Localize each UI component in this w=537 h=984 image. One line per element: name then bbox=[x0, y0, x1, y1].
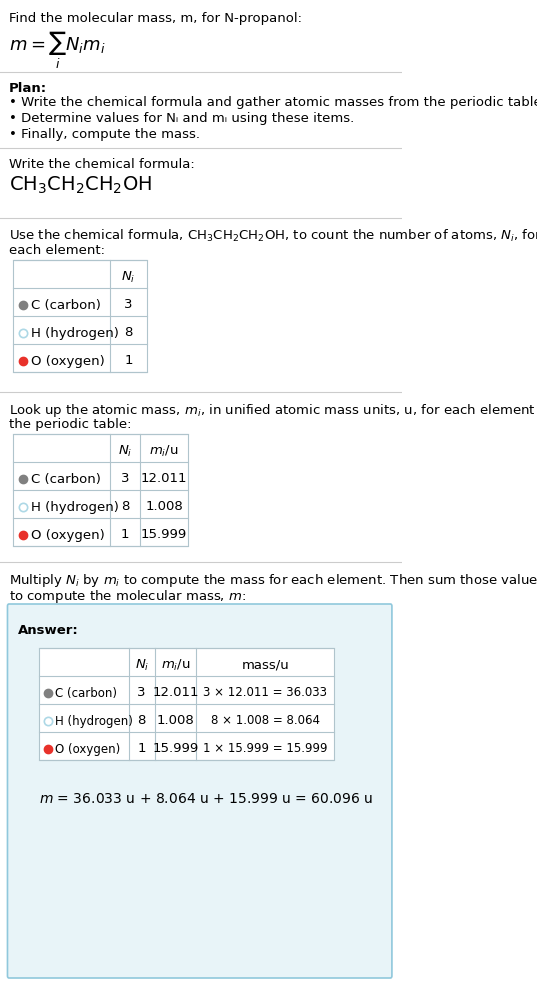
Text: H (hydrogen): H (hydrogen) bbox=[31, 501, 119, 514]
Text: 1: 1 bbox=[125, 354, 133, 367]
Text: $N_i$: $N_i$ bbox=[118, 444, 132, 459]
Text: $m_i$/u: $m_i$/u bbox=[161, 657, 190, 672]
Text: O (oxygen): O (oxygen) bbox=[31, 354, 104, 367]
Text: Find the molecular mass, m, for N-propanol:: Find the molecular mass, m, for N-propan… bbox=[9, 12, 302, 25]
Text: 15.999: 15.999 bbox=[141, 528, 187, 541]
Text: 12.011: 12.011 bbox=[141, 472, 187, 485]
Text: $m = \sum_i N_i m_i$: $m = \sum_i N_i m_i$ bbox=[9, 30, 105, 71]
Text: 15.999: 15.999 bbox=[153, 743, 199, 756]
Bar bbox=[13, 434, 188, 546]
Text: $\mathregular{CH_3CH_2CH_2OH}$: $\mathregular{CH_3CH_2CH_2OH}$ bbox=[9, 175, 152, 196]
Text: $m_i$/u: $m_i$/u bbox=[149, 444, 179, 459]
Text: 12.011: 12.011 bbox=[152, 687, 199, 700]
Text: • Write the chemical formula and gather atomic masses from the periodic table.: • Write the chemical formula and gather … bbox=[9, 96, 537, 109]
Text: H (hydrogen): H (hydrogen) bbox=[55, 714, 133, 727]
Text: 8 × 1.008 = 8.064: 8 × 1.008 = 8.064 bbox=[211, 714, 320, 727]
Text: • Determine values for Nᵢ and mᵢ using these items.: • Determine values for Nᵢ and mᵢ using t… bbox=[9, 112, 354, 125]
Text: Use the chemical formula, $\mathregular{CH_3CH_2CH_2OH}$, to count the number of: Use the chemical formula, $\mathregular{… bbox=[9, 228, 537, 244]
Text: Plan:: Plan: bbox=[9, 82, 47, 95]
Text: 1.008: 1.008 bbox=[146, 501, 183, 514]
Text: H (hydrogen): H (hydrogen) bbox=[31, 327, 119, 339]
Text: Look up the atomic mass, $m_i$, in unified atomic mass units, u, for each elemen: Look up the atomic mass, $m_i$, in unifi… bbox=[9, 402, 537, 419]
Text: Multiply $N_i$ by $m_i$ to compute the mass for each element. Then sum those val: Multiply $N_i$ by $m_i$ to compute the m… bbox=[9, 572, 537, 589]
Text: to compute the molecular mass, $m$:: to compute the molecular mass, $m$: bbox=[9, 588, 246, 605]
Text: each element:: each element: bbox=[9, 244, 105, 257]
Text: $N_i$: $N_i$ bbox=[134, 657, 149, 672]
Bar bbox=[13, 260, 147, 372]
Text: 8: 8 bbox=[137, 714, 146, 727]
Text: O (oxygen): O (oxygen) bbox=[55, 743, 121, 756]
Text: $N_i$: $N_i$ bbox=[121, 270, 136, 284]
Text: 3: 3 bbox=[121, 472, 129, 485]
Text: C (carbon): C (carbon) bbox=[31, 472, 100, 485]
Text: 3: 3 bbox=[125, 298, 133, 312]
FancyBboxPatch shape bbox=[8, 604, 392, 978]
Text: C (carbon): C (carbon) bbox=[31, 298, 100, 312]
Text: C (carbon): C (carbon) bbox=[55, 687, 118, 700]
Text: 1: 1 bbox=[137, 743, 146, 756]
Text: 8: 8 bbox=[125, 327, 133, 339]
Text: 1 × 15.999 = 15.999: 1 × 15.999 = 15.999 bbox=[203, 743, 328, 756]
Text: 8: 8 bbox=[121, 501, 129, 514]
Text: mass/u: mass/u bbox=[241, 658, 289, 671]
Text: 1: 1 bbox=[121, 528, 129, 541]
Text: O (oxygen): O (oxygen) bbox=[31, 528, 104, 541]
Text: 3: 3 bbox=[137, 687, 146, 700]
Text: • Finally, compute the mass.: • Finally, compute the mass. bbox=[9, 128, 200, 141]
Text: $m$ = 36.033 u + 8.064 u + 15.999 u = 60.096 u: $m$ = 36.033 u + 8.064 u + 15.999 u = 60… bbox=[39, 792, 373, 806]
Bar bbox=[39, 648, 335, 760]
Text: 1.008: 1.008 bbox=[156, 714, 194, 727]
Text: Write the chemical formula:: Write the chemical formula: bbox=[9, 158, 195, 171]
Text: the periodic table:: the periodic table: bbox=[9, 418, 132, 431]
Text: 3 × 12.011 = 36.033: 3 × 12.011 = 36.033 bbox=[203, 687, 327, 700]
Text: Answer:: Answer: bbox=[18, 624, 79, 637]
